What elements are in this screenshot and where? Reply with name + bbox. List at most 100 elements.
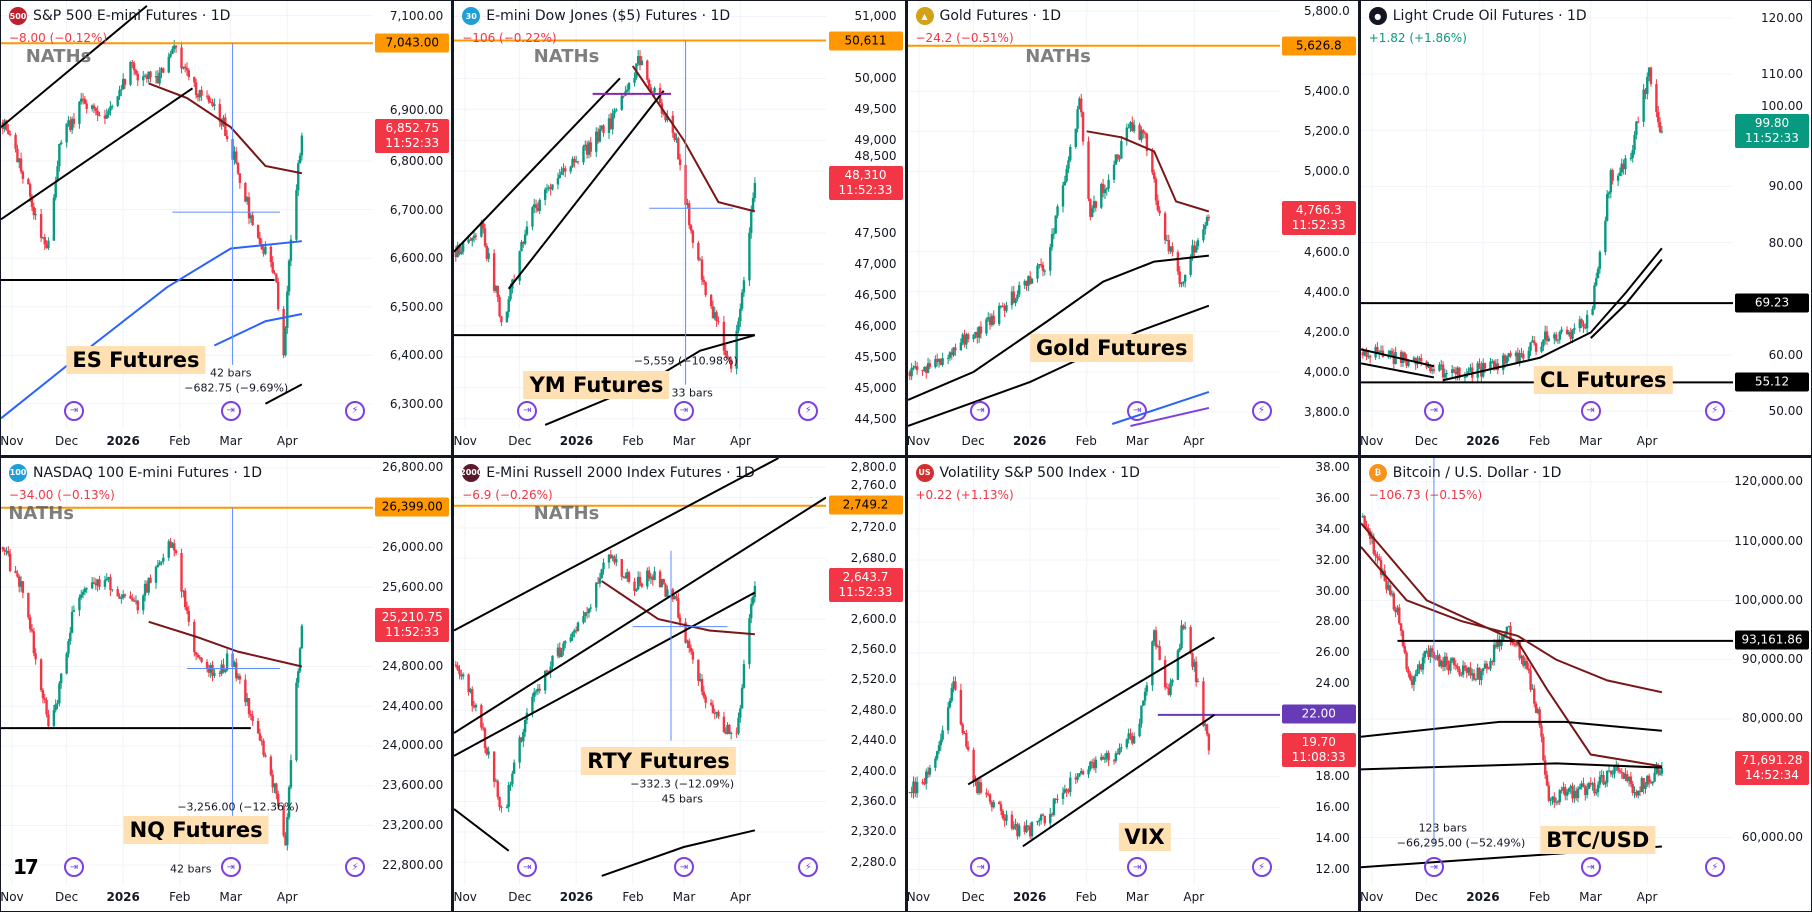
symbol-title[interactable]: ▲ Gold Futures · 1D (915, 7, 1061, 25)
replay-marker-icon[interactable]: ⇥ (970, 857, 991, 877)
replay-marker-icon[interactable]: ⇥ (1580, 857, 1601, 877)
price-axis[interactable] (825, 1, 905, 455)
lightning-icon[interactable]: ⚡ (798, 857, 819, 877)
lightning-icon[interactable]: ⚡ (1704, 857, 1725, 877)
chart-plot-area[interactable] (1360, 1, 1733, 428)
chart-annotation-label[interactable]: BTC/USD (1540, 825, 1656, 854)
replay-marker-icon[interactable]: ⇥ (674, 857, 694, 877)
indicator-line[interactable] (1129, 406, 1209, 427)
chart-panel-cl[interactable]: ● Light Crude Oil Futures · 1D +1.82 (+1.8… (1360, 1, 1811, 455)
indicator-line[interactable] (454, 77, 621, 253)
chart-panel-vix[interactable]: US Volatility S&P 500 Index · 1D +0.22 (+1… (907, 457, 1358, 912)
indicator-line[interactable] (264, 383, 303, 405)
chart-annotation-label[interactable]: Gold Futures (1029, 333, 1194, 362)
chart-annotation-label[interactable]: ES Futures (66, 346, 206, 375)
indicator-line[interactable] (1086, 130, 1209, 213)
indicator-line[interactable] (1360, 348, 1434, 368)
indicator-line[interactable] (454, 591, 756, 757)
price-axis[interactable] (371, 1, 451, 455)
chart-annotation-label[interactable]: NQ Futures (123, 815, 269, 844)
indicator-line[interactable] (213, 312, 303, 347)
indicator-line[interactable] (601, 579, 756, 635)
replay-marker-icon[interactable]: ⇥ (674, 400, 694, 421)
replay-marker-icon[interactable]: ⇥ (517, 400, 538, 421)
replay-marker-icon[interactable]: ⇥ (1423, 400, 1444, 421)
indicator-line[interactable] (1, 87, 194, 221)
chart-panel-btc[interactable]: ₿ Bitcoin / U.S. Dollar · 1D −106.73 (−0.1… (1360, 457, 1811, 912)
lightning-icon[interactable]: ⚡ (1704, 400, 1725, 421)
replay-marker-icon[interactable]: ⇥ (1127, 857, 1148, 877)
chart-panel-rty[interactable]: 2000 E-Mini Russell 2000 Index Futures · … (454, 457, 905, 912)
chart-plot-area[interactable] (454, 1, 827, 428)
replay-marker-icon[interactable]: ⇥ (1423, 857, 1444, 877)
replay-marker-icon[interactable]: ⇥ (970, 400, 991, 421)
chart-plot-area[interactable] (907, 457, 1280, 885)
candle-body (145, 75, 149, 79)
indicator-line[interactable] (1360, 720, 1662, 738)
symbol-title[interactable]: 2000 E-Mini Russell 2000 Index Futures · … (460, 463, 755, 482)
indicator-line[interactable] (907, 254, 1209, 401)
chart-annotation-label[interactable]: CL Futures (1534, 366, 1673, 395)
price-axis[interactable] (825, 458, 905, 912)
indicator-line[interactable] (1589, 258, 1663, 339)
indicator-line[interactable] (545, 334, 756, 426)
indicator-line[interactable] (907, 304, 1209, 427)
indicator-line[interactable] (632, 65, 756, 213)
price-axis[interactable] (1278, 458, 1358, 912)
chart-annotation-label[interactable]: RTY Futures (581, 747, 736, 776)
chart-panel-es[interactable]: 500 S&P 500 E-mini Futures · 1D −8.00 (−0.… (1, 1, 452, 455)
indicator-line[interactable] (148, 620, 303, 668)
symbol-title[interactable]: US Volatility S&P 500 Index · 1D (915, 463, 1140, 482)
replay-marker-icon[interactable]: ⇥ (1127, 400, 1148, 421)
chart-plot-area[interactable] (1360, 457, 1733, 885)
chart-annotation-label[interactable]: YM Futures (523, 370, 670, 399)
chart-plot-area[interactable] (907, 1, 1280, 428)
price-axis[interactable] (371, 458, 451, 912)
candle-body (966, 334, 969, 340)
replay-marker-icon[interactable]: ⇥ (1580, 400, 1601, 421)
symbol-logo-icon: 500 (9, 7, 27, 25)
lightning-icon[interactable]: ⚡ (345, 400, 365, 421)
indicator-line[interactable] (148, 82, 303, 175)
indicator-line[interactable] (1360, 761, 1662, 770)
indicator-line[interactable] (1360, 362, 1434, 379)
lightning-icon[interactable]: ⚡ (798, 400, 819, 421)
candle-body (1116, 752, 1119, 754)
time-axis-tick: 2026 (1466, 433, 1500, 448)
replay-marker-icon[interactable]: ⇥ (63, 857, 84, 877)
indicator-line[interactable] (454, 496, 827, 734)
indicator-line[interactable] (1442, 247, 1663, 382)
replay-marker-icon[interactable]: ⇥ (517, 857, 538, 877)
replay-marker-icon[interactable]: ⇥ (63, 400, 84, 421)
symbol-title[interactable]: ₿ Bitcoin / U.S. Dollar · 1D (1368, 463, 1561, 482)
price-axis[interactable] (1731, 458, 1811, 912)
symbol-title[interactable]: 30 E-mini Dow Jones ($5) Futures · 1D (462, 7, 730, 25)
symbol-title[interactable]: 500 S&P 500 E-mini Futures · 1D (9, 7, 230, 25)
candle-body (1017, 825, 1020, 836)
symbol-title[interactable]: 100 NASDAQ 100 E-mini Futures · 1D (9, 463, 262, 482)
replay-marker-icon[interactable]: ⇥ (220, 400, 241, 421)
indicator-line[interactable] (1111, 390, 1209, 425)
symbol-title[interactable]: ● Light Crude Oil Futures · 1D (1368, 7, 1587, 25)
chart-plot-area[interactable] (454, 457, 827, 885)
indicator-line[interactable] (1, 240, 302, 420)
replay-marker-icon[interactable]: ⇥ (220, 857, 241, 877)
indicator-line[interactable] (508, 90, 665, 290)
indicator-line[interactable] (1, 5, 148, 128)
indicator-line[interactable] (601, 828, 756, 877)
chart-panel-nq[interactable]: 100 NASDAQ 100 E-mini Futures · 1D −34.00 … (1, 457, 452, 912)
chart-panel-ym[interactable]: 30 E-mini Dow Jones ($5) Futures · 1D −106… (454, 1, 905, 455)
indicator-line[interactable] (967, 636, 1215, 785)
indicator-line[interactable] (454, 457, 780, 631)
lightning-icon[interactable]: ⚡ (1251, 400, 1272, 421)
lightning-icon[interactable]: ⚡ (1251, 857, 1272, 877)
lightning-icon[interactable]: ⚡ (345, 857, 365, 877)
candle-body (131, 62, 134, 64)
chart-plot-area[interactable] (1, 1, 373, 428)
chart-annotation-label[interactable]: VIX (1118, 822, 1171, 851)
indicator-line[interactable] (1360, 522, 1662, 767)
indicator-line[interactable] (454, 807, 510, 852)
chart-panel-gold[interactable]: ▲ Gold Futures · 1D −24.2 (−0.51%) NATHs 5,8… (907, 1, 1358, 455)
indicator-line[interactable] (1360, 545, 1662, 693)
indicator-line[interactable] (1021, 713, 1215, 847)
